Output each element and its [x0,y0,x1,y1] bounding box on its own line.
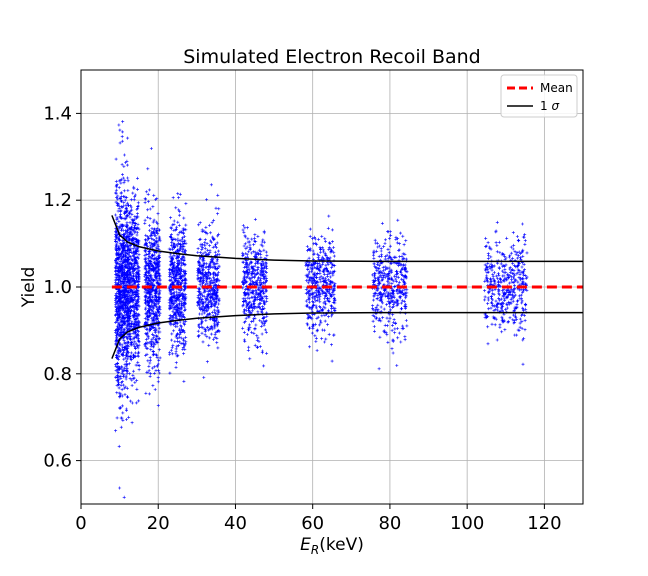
y-axis-label: Yield [19,267,39,308]
legend-sigma-label: 1 σ [540,99,559,113]
x-tick-label-4: 80 [378,513,401,534]
x-axis-label-sub: R [311,543,319,557]
x-tick-label-6: 120 [527,513,561,534]
x-axis-label-unit: (keV) [319,535,364,555]
sigma-lower-line [111,311,583,359]
x-tick-label-0: 0 [75,513,86,534]
legend-sigma-label-text: 1 [540,99,551,113]
legend: Mean 1 σ [500,74,578,118]
y-axis-ticks: 0.6 0.8 1.0 1.2 1.4 [43,103,81,472]
sigma-band [111,215,583,359]
x-tick-label-2: 40 [224,513,247,534]
legend-sigma-symbol: σ [551,99,559,113]
x-axis-label-main: E [300,535,311,555]
y-tick-label-4: 1.4 [43,103,72,124]
y-tick-label-0: 0.6 [43,451,72,472]
y-tick-label-3: 1.2 [43,190,72,211]
legend-mean-label: Mean [540,81,573,95]
x-axis-label: ER(keV) [300,535,364,557]
chart-title: Simulated Electron Recoil Band [183,46,481,68]
sigma-upper-line [111,215,583,263]
x-tick-label-3: 60 [301,513,324,534]
y-tick-label-1: 0.8 [43,364,72,385]
x-axis-ticks: 0 20 40 60 80 100 120 [75,504,562,534]
x-tick-label-1: 20 [147,513,170,534]
scatter-points [113,120,529,499]
scatter-series [113,120,529,499]
x-tick-label-5: 100 [450,513,484,534]
y-tick-label-2: 1.0 [43,277,72,298]
